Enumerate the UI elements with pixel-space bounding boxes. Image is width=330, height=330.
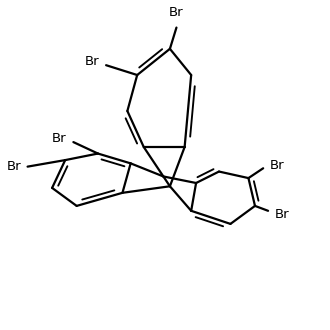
Text: Br: Br <box>6 160 21 173</box>
Text: Br: Br <box>275 208 289 220</box>
Text: Br: Br <box>52 132 67 145</box>
Text: Br: Br <box>169 6 184 19</box>
Text: Br: Br <box>270 158 284 172</box>
Text: Br: Br <box>85 55 100 68</box>
